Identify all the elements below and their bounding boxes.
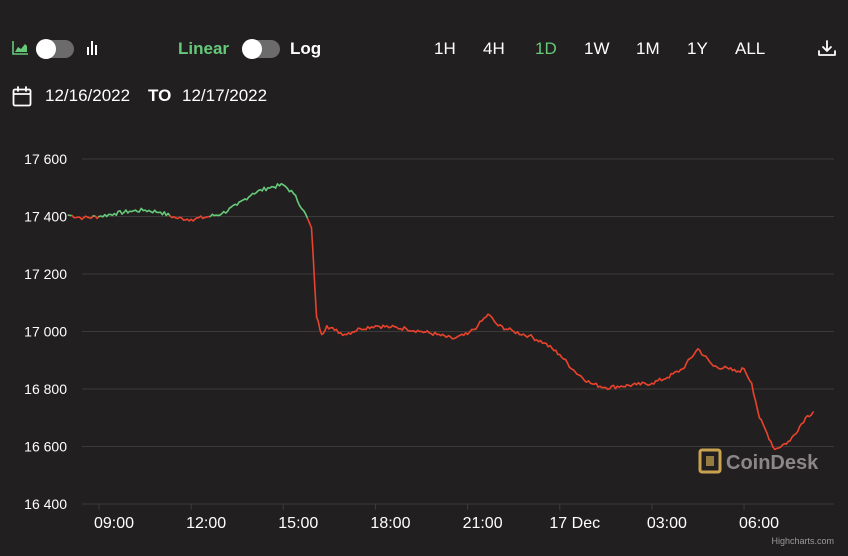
x-tick-label: 03:00 <box>647 515 687 532</box>
price-line-segment <box>294 194 299 203</box>
price-line <box>67 182 815 451</box>
x-axis-labels: 09:00 12:00 15:00 18:00 21:00 17 Dec 03:00 06:0… <box>94 504 779 532</box>
chart-toolbar: Linear Log 1H 4H 1D 1W 1M 1Y ALL <box>0 0 848 80</box>
y-axis-labels: 17 600 17 400 17 200 17 000 16 800 16 600 16 4… <box>24 151 67 512</box>
y-tick-label: 17 000 <box>24 324 67 340</box>
range-4h-button[interactable]: 4H <box>483 39 505 58</box>
chart-type-toggle[interactable] <box>36 39 74 59</box>
price-line-segment <box>308 222 313 229</box>
price-line-segment <box>750 382 755 395</box>
chart-type-toggle-knob <box>36 39 56 59</box>
price-line-segment <box>770 440 774 448</box>
x-tick-label: 12:00 <box>186 515 226 532</box>
price-line-segment <box>314 287 318 318</box>
grid-lines <box>82 158 834 505</box>
price-line-segment <box>796 425 801 433</box>
price-line-segment <box>312 255 316 290</box>
area-chart-icon[interactable] <box>12 40 29 55</box>
date-to[interactable]: 12/17/2022 <box>182 86 268 105</box>
y-tick-label: 16 600 <box>24 439 67 455</box>
x-tick-label: 06:00 <box>739 515 779 532</box>
date-to-label: TO <box>148 86 172 105</box>
price-line-segment <box>810 411 815 416</box>
price-line-segment <box>296 200 301 207</box>
y-tick-label: 16 800 <box>24 381 67 397</box>
coindesk-watermark: CoinDesk <box>698 448 819 474</box>
price-line-segment <box>756 408 761 419</box>
x-tick-label: 09:00 <box>94 515 134 532</box>
x-tick-label: 21:00 <box>463 515 503 532</box>
x-tick-label: 15:00 <box>278 515 318 532</box>
range-all-button[interactable]: ALL <box>735 39 766 58</box>
price-line-segment <box>762 423 767 430</box>
log-scale-label[interactable]: Log <box>290 39 322 58</box>
price-line-segment <box>683 362 688 369</box>
scale-toggle-knob <box>242 39 262 59</box>
y-tick-label: 17 200 <box>24 266 67 282</box>
y-tick-label: 17 600 <box>24 151 67 167</box>
linear-scale-label[interactable]: Linear <box>178 39 230 58</box>
x-tick-label: 18:00 <box>370 515 410 532</box>
range-1d-button[interactable]: 1D <box>535 39 557 58</box>
bar-chart-icon[interactable] <box>86 40 100 55</box>
price-line-segment <box>760 418 765 426</box>
price-line-segment <box>754 400 759 411</box>
range-1w-button[interactable]: 1W <box>584 39 610 58</box>
watermark-text: CoinDesk <box>726 452 819 474</box>
download-icon[interactable] <box>818 40 836 57</box>
coindesk-logo-icon <box>698 448 722 474</box>
x-tick-label: 17 Dec <box>549 515 600 532</box>
price-line-segment <box>802 416 807 424</box>
range-1y-button[interactable]: 1Y <box>687 39 708 58</box>
scale-toggle[interactable] <box>242 39 280 59</box>
price-line-segment <box>310 227 315 258</box>
y-tick-label: 16 400 <box>24 496 67 512</box>
calendar-icon[interactable] <box>12 86 32 107</box>
price-line-segment <box>766 432 770 441</box>
range-1m-button[interactable]: 1M <box>636 39 660 58</box>
price-line-segment <box>317 320 321 331</box>
y-tick-label: 17 400 <box>24 209 67 225</box>
range-1h-button[interactable]: 1H <box>434 39 456 58</box>
price-line-segment <box>752 392 757 402</box>
highcharts-credit[interactable]: Highcharts.com <box>771 536 834 546</box>
date-from[interactable]: 12/16/2022 <box>45 86 131 105</box>
